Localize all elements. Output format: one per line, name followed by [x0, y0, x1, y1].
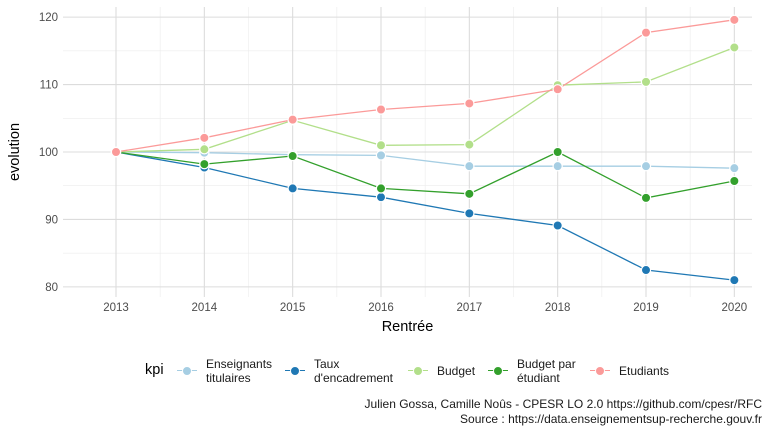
data-point-1-5 [552, 220, 563, 231]
data-point-1-2 [287, 183, 298, 194]
data-point-4-7 [729, 14, 740, 26]
legend-key-budget [407, 354, 429, 388]
legend-label-etudiants: Etudiants [619, 364, 670, 378]
data-point-3-7 [729, 175, 740, 187]
data-point-1-4 [464, 208, 475, 219]
data-point-0-5 [552, 160, 563, 172]
legend-label-budget: Budget [437, 364, 476, 378]
legend-label-taux-encadrement: Taux d'encadrement [314, 357, 394, 385]
legend-key-budget-par-etudiant [487, 354, 509, 388]
y-tick-label: 90 [45, 214, 58, 226]
legend-key-enseignants-titulaires [176, 354, 198, 388]
caption-source: Source : https://data.enseignementsup-re… [460, 412, 762, 426]
data-point-2-1 [199, 144, 210, 155]
series-line-3 [115, 151, 735, 199]
data-point-4-1 [199, 132, 210, 144]
data-point-1-3 [375, 191, 387, 203]
data-point-1-7 [729, 274, 740, 286]
y-axis-title: evolution [7, 123, 23, 181]
x-tick-label: 2018 [545, 302, 571, 314]
data-point-3-4 [464, 188, 475, 200]
legend-item-taux-encadrement: Taux d'encadrement [284, 354, 393, 388]
legend: kpi Enseignants titulaires Taux d'encadr… [0, 352, 768, 392]
data-point-3-1 [199, 158, 210, 170]
data-point-2-3 [375, 140, 387, 151]
data-point-4-4 [464, 98, 475, 109]
data-point-3-2 [287, 150, 298, 162]
x-tick-label: 2013 [103, 302, 129, 314]
legend-label-enseignants-titulaires: Enseignants titulaires [206, 357, 273, 385]
data-point-4-3 [375, 104, 387, 115]
series-line-2 [115, 46, 735, 153]
series-line-0 [115, 151, 735, 169]
x-tick-label: 2019 [633, 302, 659, 314]
x-tick-label: 2016 [368, 302, 394, 314]
series-line-4 [115, 19, 735, 153]
data-point-4-6 [640, 27, 652, 38]
data-point-0-6 [640, 160, 652, 172]
series-line-1 [115, 151, 735, 281]
legend-item-budget-par-etudiant: Budget par étudiant [487, 354, 576, 388]
legend-label-budget-par-etudiant: Budget par étudiant [517, 357, 576, 385]
data-point-2-4 [464, 139, 475, 150]
legend-item-enseignants-titulaires: Enseignants titulaires [176, 354, 272, 388]
data-point-4-0 [110, 146, 122, 158]
data-point-3-6 [640, 192, 652, 204]
x-tick-label: 2015 [280, 302, 306, 314]
data-point-0-7 [729, 162, 740, 174]
y-tick-label: 120 [39, 12, 58, 24]
legend-key-etudiants [589, 354, 611, 388]
data-point-2-7 [729, 42, 740, 53]
y-tick-label: 110 [40, 80, 58, 92]
caption: Julien Gossa, Camille Noûs - CPESR LO 2.… [365, 397, 762, 427]
data-point-4-2 [287, 114, 298, 125]
data-point-2-6 [640, 76, 652, 88]
legend-item-etudiants: Etudiants [589, 354, 669, 388]
data-point-0-4 [464, 160, 475, 172]
data-point-1-6 [640, 264, 652, 276]
legend-title: kpi [145, 362, 164, 378]
legend-item-budget: Budget [407, 354, 475, 388]
x-axis-title: Rentrée [382, 319, 434, 335]
data-point-4-5 [552, 84, 563, 95]
x-tick-label: 2014 [192, 302, 218, 314]
data-point-3-5 [552, 146, 563, 158]
data-point-0-3 [375, 150, 387, 161]
x-tick-label: 2017 [457, 302, 483, 314]
x-tick-label: 2020 [722, 302, 748, 314]
line-chart: 80 90 100 110 120 2013 2014 2015 2016 2017 2018 201… [7, 7, 752, 335]
data-point-3-3 [375, 183, 387, 194]
legend-key-taux-encadrement [284, 354, 306, 388]
caption-authors: Julien Gossa, Camille Noûs - CPESR LO 2.… [364, 397, 762, 411]
y-tick-label: 100 [39, 147, 58, 159]
y-tick-label: 80 [45, 282, 58, 294]
